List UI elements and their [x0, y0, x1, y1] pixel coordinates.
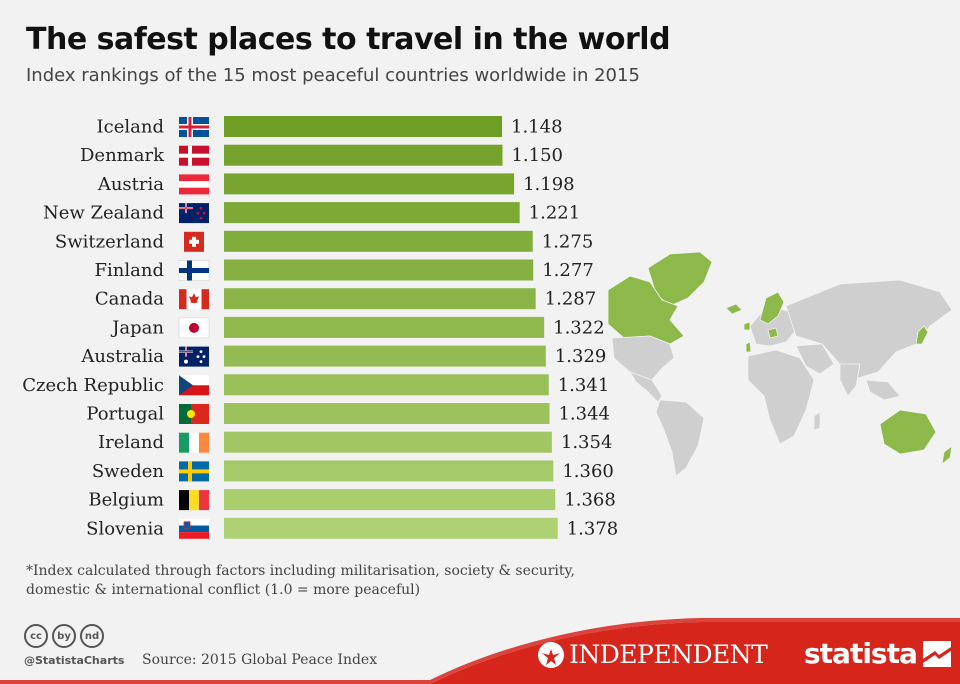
map-south-america: [655, 399, 705, 477]
map-usa: [611, 335, 675, 381]
bar: [224, 259, 534, 281]
statista-logo: statista: [804, 637, 951, 670]
category-label: Portugal: [86, 404, 164, 425]
world-map: [607, 251, 953, 477]
bar: [224, 144, 503, 166]
map-portugal: [745, 341, 752, 353]
flag-belgium-icon: [179, 490, 209, 511]
category-label: Canada: [95, 289, 164, 310]
bar: [224, 517, 558, 539]
value-label: 1.198: [523, 174, 575, 195]
map-se-asia: [865, 379, 901, 401]
flag-denmark-icon: [179, 145, 209, 166]
license-icons: cc by nd: [24, 624, 104, 648]
category-label: New Zealand: [43, 203, 164, 224]
value-label: 1.148: [511, 117, 563, 138]
value-label: 1.368: [564, 490, 616, 511]
bar: [224, 316, 545, 338]
bar: [224, 374, 549, 396]
bar: [224, 202, 520, 224]
chart-title: The safest places to travel in the world: [26, 22, 671, 57]
category-label: Finland: [95, 260, 164, 281]
footnote-line-1: *Index calculated through factors includ…: [26, 563, 576, 579]
category-label: Sweden: [92, 461, 165, 482]
flag-czech-republic-icon: [179, 375, 209, 396]
value-label: 1.344: [558, 404, 610, 425]
bar: [224, 489, 556, 511]
statista-handle: @StatistaCharts: [24, 654, 125, 667]
category-label: Iceland: [97, 117, 164, 138]
bar: [224, 173, 515, 195]
source-text: Source: 2015 Global Peace Index: [142, 652, 378, 668]
map-madagascar: [813, 411, 821, 431]
value-label: 1.329: [555, 346, 607, 367]
bar: [224, 230, 533, 252]
flag-switzerland-icon: [184, 231, 204, 252]
footnote: *Index calculated through factors includ…: [26, 562, 586, 600]
category-label: Belgium: [88, 490, 164, 511]
value-label: 1.378: [567, 518, 619, 539]
map-middle-east: [795, 343, 835, 375]
value-label: 1.360: [562, 461, 614, 482]
value-label: 1.341: [558, 375, 610, 396]
flag-canada-icon: [179, 289, 209, 310]
category-label: Ireland: [98, 432, 164, 453]
value-label: 1.354: [561, 432, 613, 453]
category-label: Austria: [97, 174, 164, 195]
value-label: 1.221: [529, 203, 581, 224]
flag-iceland-icon: [179, 117, 209, 137]
map-iceland: [725, 303, 743, 315]
independent-wordmark: INDEPENDENT: [569, 640, 768, 669]
bar: [224, 345, 546, 367]
map-central-europe: [767, 327, 779, 339]
flag-slovenia-icon: [179, 518, 209, 539]
map-new-zealand: [941, 445, 953, 465]
category-label: Japan: [110, 317, 164, 338]
map-central-america: [629, 371, 663, 403]
map-japan: [915, 325, 929, 345]
bar: [224, 431, 552, 453]
map-asia: [785, 279, 953, 379]
map-ireland: [743, 321, 751, 331]
bar: [224, 403, 550, 424]
category-label: Denmark: [80, 145, 165, 166]
bar: [224, 116, 502, 137]
map-australia: [879, 409, 937, 455]
flag-sweden-icon: [179, 461, 209, 482]
value-label: 1.277: [542, 260, 594, 281]
footer-band: [0, 618, 960, 684]
value-label: 1.275: [542, 231, 594, 252]
cc-icon: cc: [24, 624, 48, 648]
map-scandinavia: [759, 291, 785, 325]
flag-australia-icon: [179, 346, 209, 367]
flag-portugal-icon: [179, 404, 209, 424]
flag-austria-icon: [179, 174, 209, 195]
category-label: Australia: [80, 346, 164, 367]
statista-wordmark: statista: [804, 637, 918, 670]
value-label: 1.322: [553, 317, 605, 338]
no-derivatives-icon: nd: [80, 624, 104, 648]
chart-subtitle: Index rankings of the 15 most peaceful c…: [26, 65, 640, 86]
category-label: Czech Republic: [22, 375, 164, 396]
independent-logo: INDEPENDENT: [537, 640, 768, 669]
map-india: [839, 363, 861, 397]
map-canada: [607, 275, 685, 345]
statista-mark-icon: [922, 640, 951, 667]
flag-japan-icon: [178, 317, 210, 339]
category-label: Switzerland: [55, 231, 164, 252]
flag-ireland-icon: [179, 432, 209, 453]
footnote-line-2: domestic & international conflict (1.0 =…: [26, 582, 421, 598]
category-label: Slovenia: [86, 518, 164, 539]
bar: [224, 288, 536, 310]
bar: [224, 460, 554, 482]
attribution-icon: by: [52, 624, 76, 648]
bar-chart: Iceland 1.148 Denmark 1.150 Austria 1.198 New …: [22, 116, 619, 539]
flag-new-zealand-icon: [179, 203, 209, 224]
flag-finland-icon: [178, 260, 210, 281]
value-label: 1.150: [511, 145, 563, 166]
value-label: 1.287: [545, 289, 597, 310]
map-africa: [747, 349, 815, 445]
eagle-icon: [538, 641, 564, 668]
